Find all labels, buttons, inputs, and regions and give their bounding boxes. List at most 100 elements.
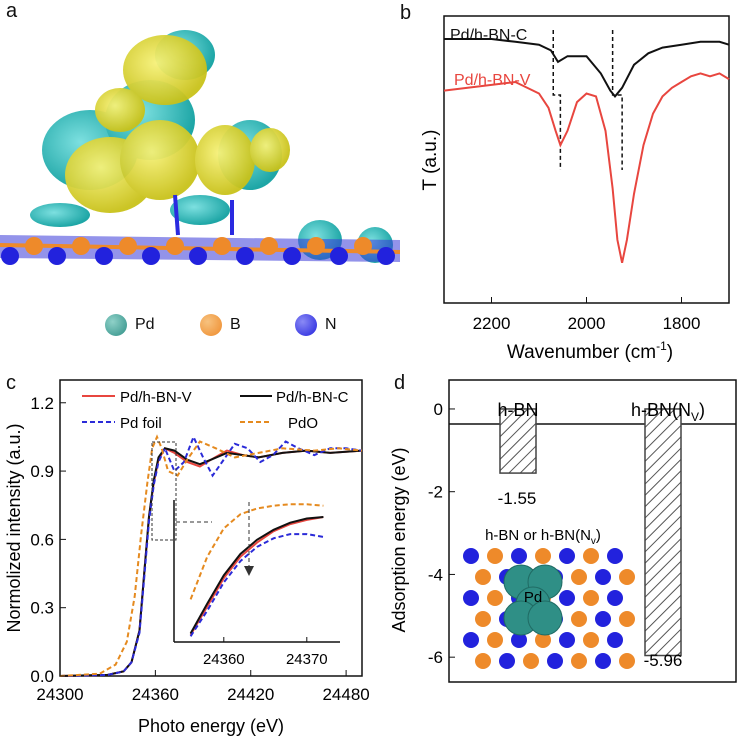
- y-tick-label: 0: [434, 400, 443, 419]
- b-atom: [535, 548, 551, 564]
- peak-guide-0: [552, 30, 562, 170]
- x-tick-label: 2200: [473, 314, 511, 333]
- legend-n-label: N: [325, 316, 337, 333]
- n-atom: [463, 632, 479, 648]
- zoom-box: [151, 441, 177, 541]
- yellow-lobes: [65, 35, 290, 213]
- series-line-3: [59, 434, 363, 677]
- y-axis-label: T (a.u.): [420, 130, 441, 191]
- peak-guide-1: [611, 30, 623, 170]
- n-atom: [547, 653, 563, 669]
- n-atom: [283, 247, 301, 265]
- panel-label-b: b: [400, 2, 412, 24]
- y-tick-label: 0.6: [30, 530, 54, 549]
- x-tick-label: 24300: [36, 685, 83, 704]
- y-tick-label: -6: [428, 648, 443, 667]
- n-atom: [607, 632, 623, 648]
- n-atom: [463, 548, 479, 564]
- n-atom-icon: [295, 314, 317, 336]
- b-atom: [487, 548, 503, 564]
- legend-pd-hbn-c: Pd/h-BN-C: [276, 389, 349, 406]
- b-atom: [25, 237, 43, 255]
- n-atom: [189, 247, 207, 265]
- legend-pd-label: Pd: [135, 316, 155, 333]
- inset-series-line-3: [189, 503, 324, 600]
- b-atom: [475, 611, 491, 627]
- x-tick-label: 1800: [663, 314, 701, 333]
- b-atom: [487, 590, 503, 606]
- y-tick-label: 1.2: [30, 394, 54, 413]
- inset-atom-label: Pd: [524, 589, 542, 606]
- y-tick-label: 0.0: [30, 667, 54, 686]
- n-atom: [463, 590, 479, 606]
- n-atom: [607, 548, 623, 564]
- legend-b-label: B: [230, 316, 241, 333]
- n-atom: [236, 247, 254, 265]
- n-atom: [1, 247, 19, 265]
- b-atom: [487, 632, 503, 648]
- b-atom: [307, 237, 325, 255]
- b-atom: [619, 611, 635, 627]
- b-atom: [619, 569, 635, 585]
- n-atom: [330, 247, 348, 265]
- b-atom: [571, 611, 587, 627]
- lattice-inset: [463, 548, 635, 670]
- plot-frame: [443, 15, 730, 304]
- y-tick-label: -4: [428, 565, 443, 584]
- n-atom: [142, 247, 160, 265]
- series-line-2: [59, 434, 363, 677]
- inset-series-line-0: [189, 516, 324, 636]
- x-tick-label: 24480: [322, 685, 369, 704]
- pd-atom-icon: [105, 314, 127, 336]
- y-tick-label: 0.3: [30, 599, 54, 618]
- b-atom: [571, 569, 587, 585]
- b-atom: [72, 237, 90, 255]
- value-label-hbn: -1.55: [498, 489, 537, 508]
- y-tick-label: -2: [428, 483, 443, 502]
- series-line-1: [443, 72, 730, 264]
- plot-frame: [448, 379, 737, 683]
- b-atom: [583, 590, 599, 606]
- legend-pdo: PdO: [288, 415, 318, 432]
- legend-n: N: [295, 314, 337, 336]
- charge-density-render: [0, 30, 419, 265]
- b-atom: [583, 632, 599, 648]
- n-atom: [595, 569, 611, 585]
- panel-a-structure: Pd B N: [0, 0, 419, 336]
- n-atom: [607, 590, 623, 606]
- legend-pd: Pd: [105, 314, 155, 336]
- x-tick-label: 24420: [227, 685, 274, 704]
- value-label-hbn-nv: -5.96: [644, 651, 683, 670]
- panel-d-adsorption-chart: 0 -2 -4 -6 h-BN h-BN(NV) -1.55 -5.96 Adsorp…: [389, 379, 737, 683]
- n-atom: [559, 590, 575, 606]
- bn-sheet-atoms: [1, 237, 419, 265]
- category-label-hbn-nv: h-BN(NV): [631, 400, 705, 424]
- b-atom: [260, 237, 278, 255]
- inset-series-line-2: [189, 533, 324, 637]
- y-axis-label: Adsorption energy (eV): [389, 447, 409, 632]
- category-label-hbn: h-BN: [497, 400, 538, 420]
- n-atom: [595, 653, 611, 669]
- inset-label: h-BN or h-BN(Nv): [485, 527, 601, 547]
- b-atom: [535, 632, 551, 648]
- b-atom: [166, 237, 184, 255]
- legend-pd-foil: Pd foil: [120, 415, 162, 432]
- b-atom-icon: [200, 314, 222, 336]
- x-tick-label: 2000: [568, 314, 606, 333]
- y-tick-label: 0.9: [30, 462, 54, 481]
- n-atom: [48, 247, 66, 265]
- panel-label-d: d: [394, 372, 406, 394]
- bar-1: [644, 408, 682, 657]
- legend-pd-hbn-v: Pd/h-BN-V: [120, 389, 192, 406]
- b-atom: [523, 653, 539, 669]
- n-atom: [595, 611, 611, 627]
- legend-b: B: [200, 314, 241, 336]
- n-atom: [377, 247, 395, 265]
- n-atom: [499, 653, 515, 669]
- down-arrow-icon: [244, 566, 254, 576]
- n-atom: [511, 548, 527, 564]
- x-axis-label: Photo energy (eV): [138, 716, 284, 736]
- n-atom: [95, 247, 113, 265]
- b-atom: [571, 653, 587, 669]
- b-atom: [475, 569, 491, 585]
